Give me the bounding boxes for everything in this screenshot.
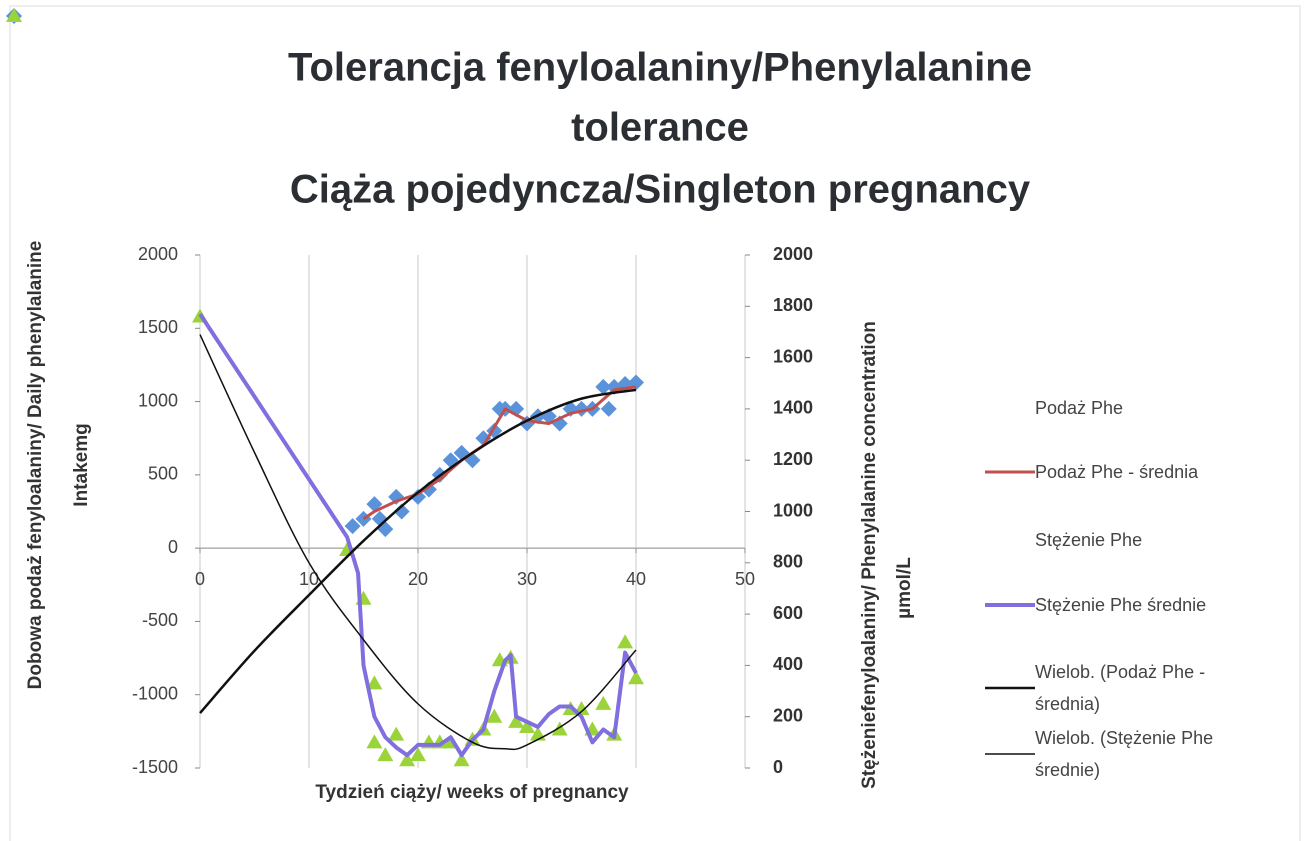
diamond-marker [508, 400, 525, 417]
y-tick-label: 1000 [138, 390, 178, 410]
triangle-marker [595, 695, 612, 710]
y-tick-label: 2000 [138, 244, 178, 264]
x-tick-label: 0 [195, 569, 205, 589]
y-tick-label: 500 [148, 464, 178, 484]
y-tick-label: 1500 [138, 317, 178, 337]
legend-label: Stężenie Phe [1035, 530, 1143, 550]
series-line [199, 334, 637, 751]
legend-label: Stężenie Phe średnie [1035, 595, 1207, 615]
y2-tick-label: 1400 [773, 398, 813, 418]
triangle-marker [617, 634, 634, 649]
triangle-marker [486, 708, 503, 723]
legend-key [985, 603, 1035, 607]
y-tick-label: -500 [142, 610, 178, 630]
triangle-marker [519, 718, 535, 733]
y-tick-label: 0 [168, 537, 178, 557]
triangle-marker [399, 752, 416, 767]
frame [9, 5, 1301, 841]
y2-tick-label: 1200 [773, 449, 813, 469]
legend-key [985, 753, 1035, 755]
chart-title: Ciąża pojedyncza/Singleton pregnancy [290, 168, 1031, 212]
legend-label: Podaż Phe [1035, 398, 1124, 418]
x-tick-label: 40 [626, 569, 646, 589]
triangle-marker [551, 721, 568, 736]
series-line [198, 312, 638, 758]
triangle-marker [366, 734, 383, 749]
triangle-marker [6, 8, 22, 22]
triangle-marker [410, 747, 426, 762]
legend-item: Stężenie Phe [985, 524, 1270, 556]
triangle-marker [508, 713, 525, 728]
legend-item: Wielob. (Podaż Phe - średnia) [985, 656, 1270, 720]
legend-label: Wielob. (Stężenie Phe średnie) [1035, 728, 1214, 780]
triangle-marker [453, 752, 470, 767]
y-tick-label: -1500 [132, 757, 178, 777]
y2-tick-label: 200 [773, 705, 803, 725]
triangle-marker [366, 675, 383, 690]
triangle-marker [628, 670, 644, 685]
y2-tick-label: 600 [773, 603, 803, 623]
diamond-marker [393, 503, 410, 520]
y-axis-title: Dobowa podaż fenyloalaniny/ Daily phenyl… [25, 241, 46, 690]
legend-item: Podaż Phe [985, 392, 1270, 424]
y2-tick-label: 0 [773, 757, 783, 777]
legend-key [985, 392, 1035, 424]
y2-tick-label: 2000 [773, 244, 813, 264]
y2-tick-label: 1800 [773, 295, 813, 315]
legend-key [985, 524, 1035, 556]
y2-tick-label: 1000 [773, 500, 813, 520]
legend-key [985, 686, 1035, 690]
y2-axis-title: µmol/L [894, 557, 915, 619]
x-tick-label: 30 [517, 569, 537, 589]
y-axis-title: Intakemg [71, 423, 92, 506]
legend-item: Podaż Phe - średnia [985, 456, 1270, 488]
diamond-marker [366, 496, 383, 513]
y-tick-label: -1000 [132, 683, 178, 703]
x-tick-label: 20 [408, 569, 428, 589]
y2-tick-label: 800 [773, 552, 803, 572]
series-line [199, 388, 637, 714]
diamond-marker [595, 378, 612, 395]
x-tick-label: 10 [299, 569, 319, 589]
y2-tick-label: 1600 [773, 346, 813, 366]
chart-title: Tolerancja fenyloalaniny/Phenylalanine [288, 46, 1032, 90]
triangle-marker [377, 747, 394, 762]
diamond-marker [344, 518, 361, 535]
x-tick-label: 50 [735, 569, 755, 589]
legend-key [985, 470, 1035, 474]
series-line [362, 385, 637, 521]
diamond-marker [600, 400, 617, 417]
chart-title: tolerance [571, 106, 749, 150]
x-axis-title: Tydzień ciąży/ weeks of pregnancy [315, 782, 629, 803]
legend-item: Wielob. (Stężenie Phe średnie) [985, 722, 1270, 786]
legend-label: Wielob. (Podaż Phe - średnia) [1035, 662, 1206, 714]
y2-axis-title: Stężeniefenyloalaniny/ Phenylalanine con… [859, 321, 880, 789]
legend-label: Podaż Phe - średnia [1035, 462, 1199, 482]
y2-tick-label: 400 [773, 654, 803, 674]
legend-item: Stężenie Phe średnie [985, 589, 1270, 621]
triangle-marker [388, 726, 405, 741]
